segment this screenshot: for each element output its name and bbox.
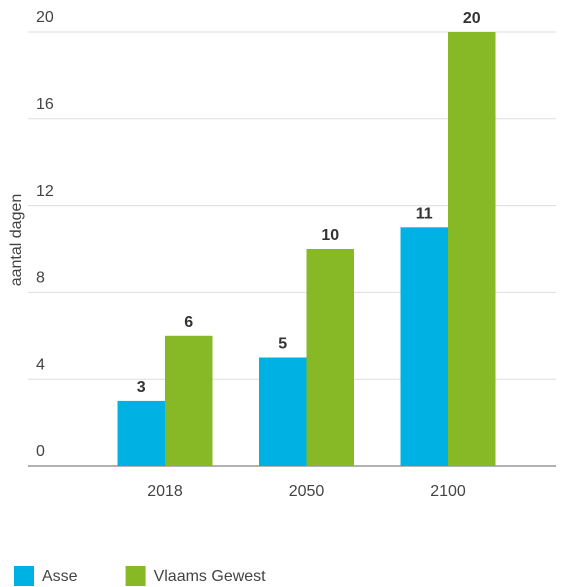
bar: [306, 249, 354, 466]
x-tick-label: 2100: [430, 483, 466, 500]
bar: [117, 400, 165, 466]
y-tick-label: 8: [36, 270, 45, 287]
legend-label: Asse: [42, 568, 78, 585]
bar: [165, 335, 213, 466]
bar: [400, 227, 448, 466]
data-label: 6: [184, 314, 193, 331]
bar: [448, 32, 496, 466]
data-label: 3: [137, 379, 146, 396]
bar: [259, 357, 307, 466]
data-label: 10: [321, 227, 339, 244]
legend-label: Vlaams Gewest: [154, 568, 267, 585]
legend-swatch: [14, 566, 34, 586]
y-tick-label: 4: [36, 356, 45, 373]
y-tick-label: 20: [36, 9, 54, 26]
legend-swatch: [125, 566, 146, 586]
y-tick-label: 0: [36, 443, 45, 460]
y-axis-title: aantal dagen: [8, 194, 25, 287]
y-tick-label: 12: [36, 183, 54, 200]
data-label: 5: [278, 336, 287, 353]
data-label: 20: [463, 10, 481, 27]
x-tick-label: 2018: [147, 483, 183, 500]
y-tick-label: 16: [36, 96, 54, 113]
data-label: 11: [416, 206, 433, 223]
x-tick-label: 2050: [289, 483, 325, 500]
